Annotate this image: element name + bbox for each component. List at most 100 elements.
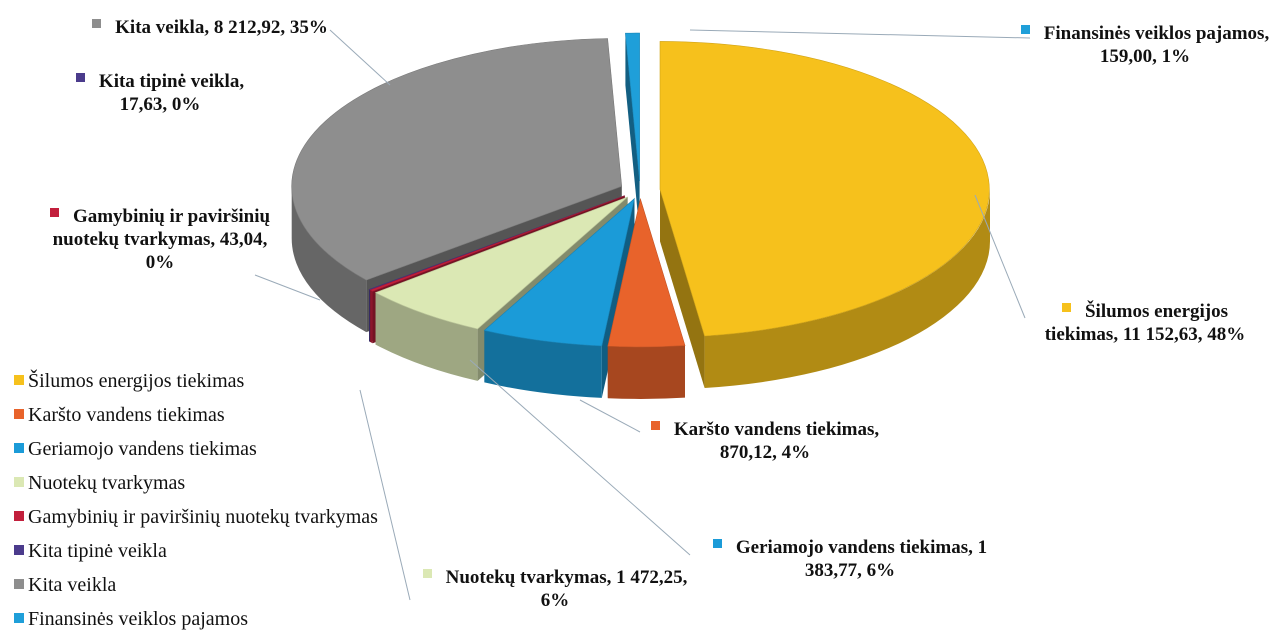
label-name: Šilumos energijos tiekimas bbox=[1044, 301, 1229, 345]
slice-side bbox=[291, 186, 367, 333]
slice-side bbox=[484, 330, 602, 398]
data-label: Karšto vandens tiekimas, 870,12, 4% bbox=[640, 418, 890, 464]
slice-top bbox=[607, 197, 686, 348]
label-icon bbox=[422, 569, 432, 578]
label-percent: 4% bbox=[781, 442, 811, 463]
legend-item: Nuotekų tvarkymas bbox=[14, 466, 378, 500]
label-icon bbox=[75, 73, 85, 82]
label-sep: , bbox=[1152, 46, 1162, 67]
slice-side bbox=[369, 289, 371, 342]
slice-top bbox=[625, 32, 640, 182]
slice-side bbox=[375, 292, 478, 381]
leader-line bbox=[579, 399, 641, 433]
legend-label: Šilumos energijos tiekimas bbox=[28, 370, 245, 392]
slice-side bbox=[607, 345, 685, 399]
slice bbox=[607, 197, 686, 399]
leader-line bbox=[359, 389, 411, 601]
label-sep: , bbox=[262, 229, 268, 250]
legend-item: Karšto vandens tiekimas bbox=[14, 398, 378, 432]
legend-swatch bbox=[14, 443, 24, 453]
data-label: Geriamojo vandens tiekimas, 1 383,77, 6% bbox=[700, 536, 1000, 582]
slice bbox=[659, 41, 990, 388]
label-percent: 6% bbox=[540, 590, 570, 611]
legend-swatch bbox=[14, 613, 24, 623]
label-name: Kita tipinė veikla bbox=[98, 71, 240, 92]
label-sep: , bbox=[239, 71, 245, 92]
legend-item: Kita veikla bbox=[14, 568, 378, 602]
label-percent: 0% bbox=[145, 252, 175, 273]
slice-side bbox=[370, 290, 373, 344]
legend-item: Geriamojo vandens tiekimas bbox=[14, 432, 378, 466]
slice-side bbox=[704, 189, 990, 388]
slice-top bbox=[291, 38, 623, 281]
label-value: 870,12 bbox=[719, 442, 773, 463]
data-label: Gamybinių ir paviršinių nuotekų tvarkyma… bbox=[40, 205, 280, 274]
label-icon bbox=[92, 19, 102, 28]
label-icon bbox=[1020, 25, 1030, 34]
label-icon bbox=[712, 539, 722, 548]
label-sep: , bbox=[606, 567, 617, 588]
legend-item: Šilumos energijos tiekimas bbox=[14, 364, 378, 398]
label-name: Geriamojo vandens tiekimas bbox=[735, 537, 969, 558]
label-sep: , bbox=[162, 94, 172, 115]
legend-label: Karšto vandens tiekimas bbox=[28, 404, 225, 426]
label-value: 1 472,25 bbox=[616, 567, 683, 588]
data-label: Nuotekų tvarkymas, 1 472,25, 6% bbox=[420, 566, 690, 612]
legend-item: Gamybinių ir paviršinių nuotekų tvarkyma… bbox=[14, 500, 378, 534]
label-percent: 35% bbox=[289, 17, 328, 38]
label-value: 17,63 bbox=[119, 94, 163, 115]
leader-line bbox=[254, 274, 321, 301]
legend-label: Kita veikla bbox=[28, 574, 117, 596]
legend-item: Finansinės veiklos pajamos bbox=[14, 602, 378, 636]
label-value: 8 212,92 bbox=[213, 17, 281, 38]
leader-line bbox=[469, 359, 691, 556]
label-name: Kita veikla bbox=[115, 17, 205, 38]
legend-swatch bbox=[14, 545, 24, 555]
label-sep: , bbox=[280, 17, 290, 38]
slice-top bbox=[483, 197, 635, 347]
legend-label: Nuotekų tvarkymas bbox=[28, 472, 186, 494]
label-sep: , bbox=[210, 229, 220, 250]
label-value: 159,00 bbox=[1099, 46, 1153, 67]
label-value: 43,04 bbox=[219, 229, 263, 250]
slice-edge bbox=[625, 33, 640, 234]
leader-line bbox=[689, 29, 1031, 39]
legend-swatch bbox=[14, 579, 24, 589]
label-sep: , bbox=[874, 419, 880, 440]
legend-label: Geriamojo vandens tiekimas bbox=[28, 438, 257, 460]
label-icon bbox=[1061, 303, 1071, 312]
label-icon bbox=[650, 421, 660, 430]
data-label: Kita tipinė veikla, 17,63, 0% bbox=[60, 70, 260, 116]
legend: Šilumos energijos tiekimas Karšto vandens… bbox=[14, 364, 378, 636]
label-percent: 0% bbox=[171, 94, 201, 115]
label-name: Finansinės veiklos pajamos bbox=[1043, 23, 1265, 44]
label-percent: 48% bbox=[1207, 324, 1246, 345]
label-name: Gamybinių ir paviršinių nuotekų tvarkyma… bbox=[52, 206, 271, 250]
leader-line bbox=[974, 194, 1026, 319]
label-percent: 1% bbox=[1161, 46, 1191, 67]
label-name: Nuotekų tvarkymas bbox=[445, 567, 607, 588]
slice bbox=[625, 32, 640, 234]
slice-edge bbox=[660, 189, 705, 388]
data-label: Finansinės veiklos pajamos, 159,00, 1% bbox=[1000, 22, 1275, 68]
slice-top bbox=[659, 41, 990, 337]
data-label: Šilumos energijos tiekimas, 11 152,63, 4… bbox=[1040, 300, 1250, 346]
legend-swatch bbox=[14, 409, 24, 419]
leader-line bbox=[329, 29, 391, 86]
legend-swatch bbox=[14, 375, 24, 385]
label-sep: , bbox=[1197, 324, 1208, 345]
label-name: Karšto vandens tiekimas bbox=[673, 419, 875, 440]
label-sep: , bbox=[1264, 23, 1270, 44]
label-sep: , bbox=[857, 560, 867, 581]
legend-label: Gamybinių ir paviršinių nuotekų tvarkyma… bbox=[28, 506, 378, 528]
label-sep: , bbox=[968, 537, 978, 558]
label-percent: 6% bbox=[866, 560, 896, 581]
legend-label: Finansinės veiklos pajamos bbox=[28, 608, 248, 630]
legend-item: Kita tipinė veikla bbox=[14, 534, 378, 568]
data-label: Kita veikla, 8 212,92, 35% bbox=[60, 16, 360, 39]
label-value: 1 383,77 bbox=[804, 537, 988, 581]
slice-top bbox=[369, 195, 625, 292]
label-sep: , bbox=[772, 442, 782, 463]
